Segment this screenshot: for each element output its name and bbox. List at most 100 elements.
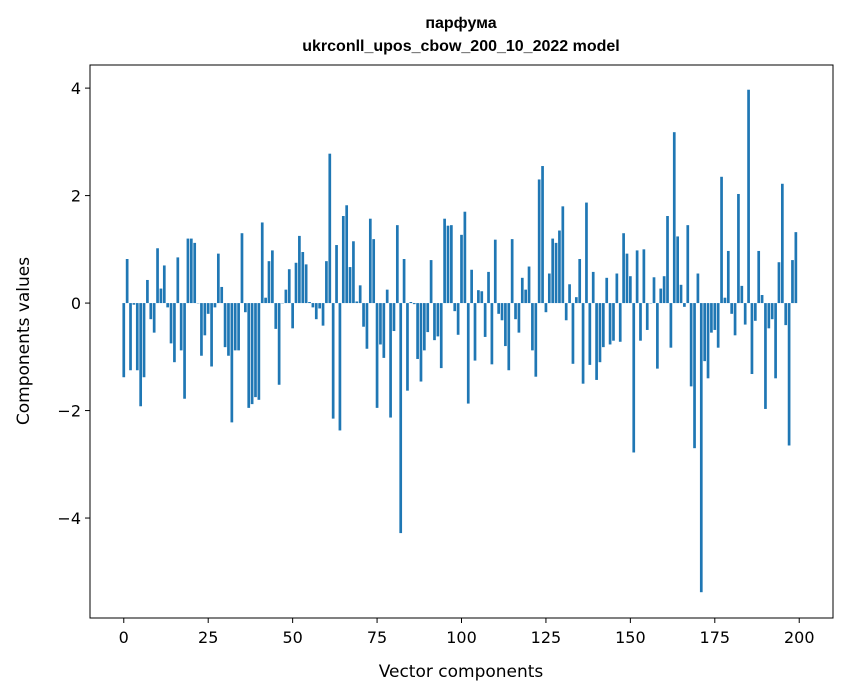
bar <box>420 303 423 381</box>
bar <box>389 303 392 417</box>
bar <box>305 264 308 303</box>
bar <box>561 206 564 303</box>
bar <box>133 303 136 305</box>
bar <box>720 177 723 303</box>
bar <box>379 303 382 344</box>
bar <box>528 267 531 304</box>
bar <box>183 303 186 399</box>
bar <box>761 295 764 303</box>
bar <box>214 303 217 307</box>
bar <box>643 249 646 303</box>
bar <box>467 303 470 403</box>
bar <box>244 303 247 312</box>
x-tick-label: 0 <box>119 628 129 647</box>
bar <box>703 303 706 361</box>
bar <box>298 236 301 303</box>
bar <box>187 239 190 303</box>
bar <box>774 303 777 378</box>
bar <box>139 303 142 406</box>
bar <box>339 303 342 430</box>
bar <box>403 259 406 303</box>
bar <box>409 302 412 303</box>
bar <box>599 303 602 362</box>
bar <box>230 303 233 422</box>
bar <box>308 302 311 303</box>
bar <box>477 290 480 303</box>
bar <box>616 274 619 304</box>
bar <box>666 216 669 303</box>
chart-title-line1: парфума <box>425 15 496 32</box>
bar <box>126 259 129 303</box>
bar <box>237 303 240 350</box>
x-tick-label: 175 <box>700 628 731 647</box>
bar <box>670 303 673 348</box>
bar <box>690 303 693 386</box>
bar <box>258 303 261 400</box>
bar <box>342 216 345 303</box>
bar <box>663 276 666 303</box>
bar <box>558 231 561 304</box>
bar <box>143 303 146 377</box>
bar <box>622 233 625 303</box>
bar <box>193 243 196 303</box>
bar <box>534 303 537 377</box>
bar <box>291 303 294 328</box>
bar <box>224 303 227 347</box>
bar <box>511 239 514 303</box>
bar <box>700 303 703 592</box>
bar <box>653 277 656 303</box>
bar <box>460 235 463 303</box>
bar <box>548 274 551 304</box>
bar <box>315 303 318 319</box>
bar <box>629 276 632 303</box>
bar <box>474 303 477 361</box>
bar <box>278 303 281 385</box>
bar <box>328 154 331 303</box>
bar <box>176 257 179 303</box>
bar <box>484 303 487 337</box>
bar <box>413 303 416 304</box>
chart-title-line2: ukrconll_upos_cbow_200_10_2022 model <box>302 38 619 55</box>
x-tick-label: 25 <box>198 628 218 647</box>
bar <box>626 254 629 303</box>
bar <box>312 303 315 307</box>
bar <box>382 303 385 358</box>
bar <box>717 303 720 348</box>
bar <box>480 291 483 303</box>
bar <box>423 303 426 350</box>
bar <box>491 303 494 364</box>
x-tick-label: 50 <box>282 628 302 647</box>
bar <box>217 254 220 303</box>
bar <box>585 203 588 303</box>
bar <box>220 287 223 303</box>
bar <box>376 303 379 408</box>
bar <box>355 301 358 303</box>
y-tick-label: −2 <box>57 402 81 421</box>
bar <box>349 267 352 303</box>
bar <box>396 225 399 303</box>
bar <box>521 278 524 303</box>
bar <box>163 265 166 303</box>
bar <box>686 225 689 303</box>
bar <box>632 303 635 452</box>
bar <box>332 303 335 419</box>
bar <box>734 303 737 335</box>
bar <box>659 289 662 304</box>
bar <box>538 179 541 303</box>
bar <box>301 252 304 303</box>
bar <box>693 303 696 448</box>
bar <box>568 284 571 303</box>
bar <box>160 289 163 304</box>
bar <box>551 239 554 303</box>
bar <box>274 303 277 329</box>
y-tick-label: 2 <box>71 187 81 206</box>
x-tick-label: 75 <box>367 628 387 647</box>
bar <box>254 303 257 397</box>
bar <box>605 278 608 303</box>
bar <box>724 298 727 303</box>
bar <box>372 239 375 303</box>
bar <box>602 303 605 347</box>
bar <box>609 303 612 344</box>
